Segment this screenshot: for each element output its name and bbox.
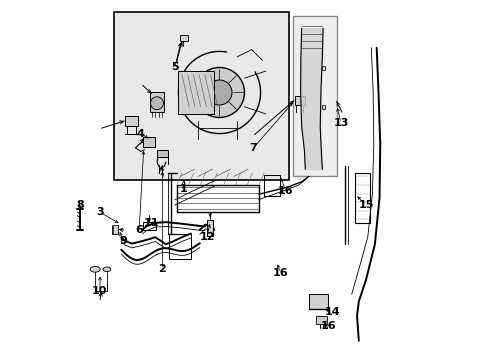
Bar bbox=[322, 66, 325, 70]
Bar bbox=[206, 220, 213, 237]
Bar bbox=[169, 234, 190, 258]
Text: 10: 10 bbox=[92, 286, 107, 296]
Bar bbox=[292, 16, 337, 176]
Circle shape bbox=[150, 97, 163, 110]
Bar bbox=[264, 175, 280, 196]
Bar bbox=[142, 222, 156, 230]
Bar bbox=[322, 105, 325, 109]
Text: 9: 9 bbox=[119, 236, 127, 246]
Text: 5: 5 bbox=[171, 63, 178, 72]
Text: 16: 16 bbox=[320, 321, 336, 332]
Bar bbox=[308, 294, 328, 309]
Bar bbox=[142, 137, 155, 147]
Text: 3: 3 bbox=[96, 207, 103, 217]
Text: 16: 16 bbox=[272, 268, 287, 278]
Text: 12: 12 bbox=[199, 232, 214, 242]
Text: 4: 4 bbox=[137, 129, 144, 139]
Bar bbox=[157, 150, 168, 157]
Bar bbox=[114, 12, 288, 180]
Text: 16: 16 bbox=[277, 186, 293, 196]
Text: 2: 2 bbox=[158, 264, 166, 274]
Text: 14: 14 bbox=[324, 307, 339, 317]
Circle shape bbox=[194, 67, 244, 117]
Bar bbox=[113, 225, 118, 234]
Text: 1: 1 bbox=[180, 184, 187, 194]
Bar bbox=[149, 93, 164, 112]
Bar bbox=[294, 96, 305, 105]
Circle shape bbox=[206, 80, 231, 105]
Bar bbox=[180, 35, 188, 41]
Text: 7: 7 bbox=[249, 143, 257, 153]
Text: 13: 13 bbox=[333, 118, 348, 128]
Ellipse shape bbox=[90, 266, 100, 272]
Bar bbox=[124, 116, 138, 126]
Text: 8: 8 bbox=[76, 200, 84, 210]
Bar bbox=[178, 71, 214, 114]
Bar bbox=[354, 173, 369, 223]
Text: 6: 6 bbox=[135, 225, 143, 235]
Text: 15: 15 bbox=[358, 200, 373, 210]
Bar bbox=[315, 316, 326, 324]
Text: 11: 11 bbox=[143, 218, 159, 228]
Ellipse shape bbox=[103, 267, 111, 272]
